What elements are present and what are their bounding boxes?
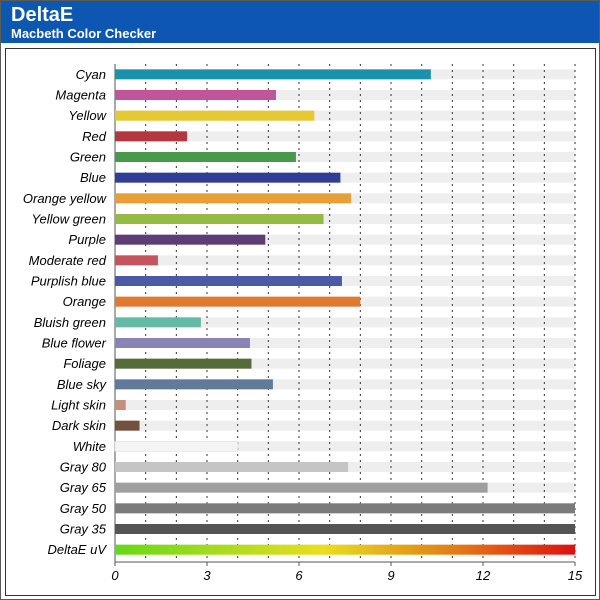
- category-label: Foliage: [63, 356, 106, 371]
- bar-gray-35: [115, 524, 575, 534]
- bar-blue-flower: [115, 338, 250, 348]
- bar-dark-skin: [115, 420, 140, 431]
- bar-orange-yellow: [115, 193, 352, 204]
- category-label: Blue sky: [57, 377, 108, 392]
- bar-track: [115, 276, 575, 286]
- bar-track: [115, 255, 575, 266]
- bar-light-skin: [115, 400, 126, 410]
- bar-purple: [115, 234, 266, 245]
- bar-magenta: [115, 90, 276, 100]
- bar-bluish-green: [115, 317, 201, 328]
- bar-blue: [115, 172, 341, 183]
- bar-track: [115, 131, 575, 142]
- bar-track: [115, 420, 575, 431]
- category-label: Purple: [68, 232, 106, 247]
- bar-yellow-green: [115, 214, 324, 224]
- category-label: Green: [70, 150, 106, 165]
- category-label: Light skin: [51, 398, 106, 413]
- chart-subtitle: Macbeth Color Checker: [11, 26, 157, 41]
- chart-title: DeltaE: [11, 4, 74, 26]
- bar-track: [115, 172, 575, 183]
- bar-cyan: [115, 69, 431, 80]
- bar-purplish-blue: [115, 276, 342, 286]
- category-label: Purplish blue: [31, 274, 106, 289]
- bar-gray-50: [115, 503, 575, 514]
- category-label: White: [73, 439, 106, 454]
- bar-red: [115, 131, 188, 142]
- bar-track: [115, 317, 575, 328]
- bar-gray-80: [115, 462, 349, 472]
- chart-header: DeltaE Macbeth Color Checker: [1, 1, 599, 43]
- category-label: Blue: [80, 170, 106, 185]
- bar-track: [115, 152, 575, 162]
- category-label: Gray 65: [60, 480, 107, 495]
- bar-white: [114, 441, 238, 452]
- bar-blue-sky: [115, 379, 273, 390]
- category-label: Moderate red: [29, 253, 107, 268]
- bar-track: [115, 400, 575, 410]
- x-tick-label: 3: [203, 568, 211, 583]
- category-label: Yellow green: [32, 212, 106, 227]
- bar-foliage: [115, 358, 252, 369]
- bar-track: [115, 441, 575, 452]
- category-label: Bluish green: [34, 315, 106, 330]
- category-label: Gray 80: [60, 460, 107, 475]
- bar-green: [115, 152, 296, 162]
- bar-orange: [115, 296, 361, 307]
- bar-gray-65: [115, 482, 488, 493]
- category-label: Blue flower: [42, 336, 107, 351]
- bar-moderate-red: [115, 255, 158, 266]
- bar-track: [115, 379, 575, 390]
- x-tick-label: 12: [476, 568, 491, 583]
- category-label: DeltaE uV: [47, 542, 107, 557]
- bar-track: [115, 234, 575, 245]
- category-label: Gray 35: [60, 522, 107, 537]
- category-label: Cyan: [76, 67, 106, 82]
- category-label: Yellow: [68, 108, 107, 123]
- x-tick-label: 15: [568, 568, 583, 583]
- category-label: Red: [82, 129, 107, 144]
- bar-deltae-uv: [115, 544, 575, 555]
- x-tick-label: 9: [387, 568, 394, 583]
- bar-yellow: [115, 110, 315, 121]
- category-label: Magenta: [55, 88, 106, 103]
- x-tick-label: 6: [295, 568, 303, 583]
- bar-track: [115, 110, 575, 121]
- bar-track: [115, 338, 575, 348]
- bar-track: [115, 90, 575, 100]
- x-tick-label: 0: [111, 568, 119, 583]
- bar-track: [115, 214, 575, 224]
- category-label: Gray 50: [60, 501, 107, 516]
- category-label: Dark skin: [52, 418, 106, 433]
- category-label: Orange yellow: [23, 191, 108, 206]
- bar-track: [115, 358, 575, 369]
- category-label: Orange: [63, 294, 106, 309]
